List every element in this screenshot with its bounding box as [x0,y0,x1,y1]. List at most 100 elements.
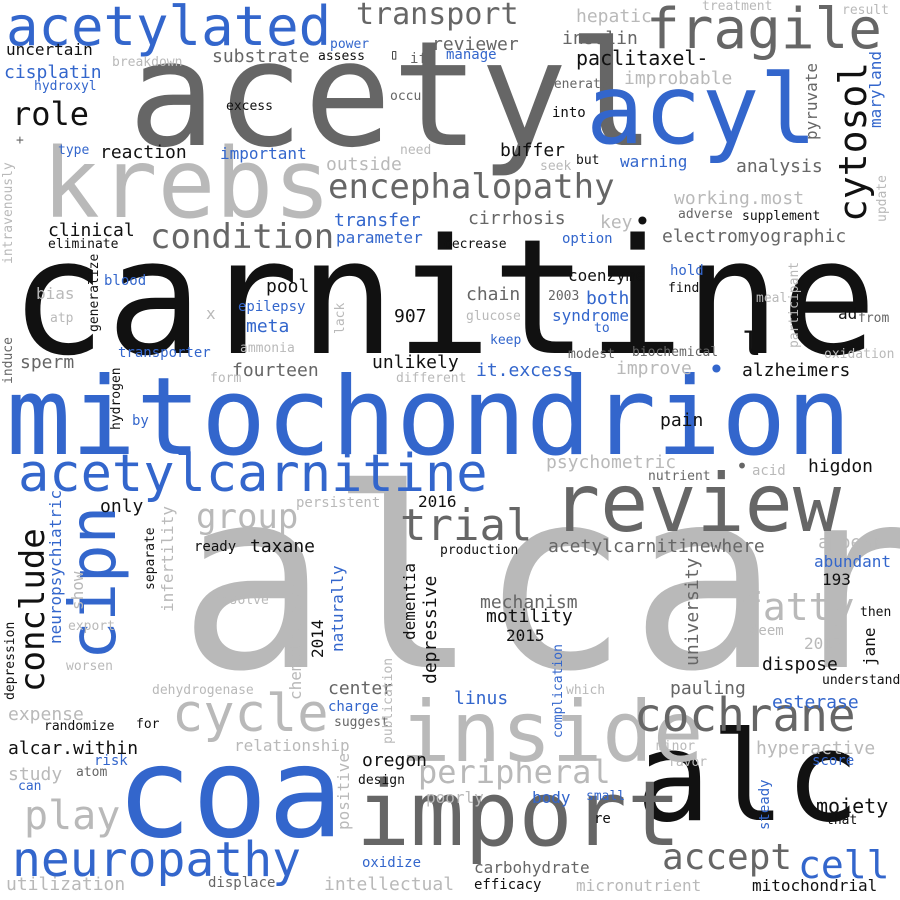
word-hydroxyl: hydroxyl [34,79,97,94]
word-transport: transport [356,0,519,32]
word-separate: separate [143,527,158,590]
word-depression: depression [3,621,18,700]
word-ad: ad [838,304,858,323]
word-condition: condition [150,217,335,257]
word-if: if [410,51,427,67]
word-meal: meal [756,291,788,306]
word-acid: acid [752,463,786,479]
word-2017: 2017 [804,634,843,653]
word-steady: steady [757,779,773,830]
word-micronutrient: micronutrient [576,876,702,895]
word-dispose: dispose [762,654,838,675]
word-cycle: cycle [172,684,329,744]
word-charge: charge [328,699,379,715]
word-lack: lack [333,302,348,334]
word-abundant: abundant [814,552,892,571]
word-warning: warning [620,152,688,171]
word-study: study [8,764,63,785]
word-alzheimers: alzheimers [742,360,851,381]
word-fourteen: fourteen [232,360,319,381]
word-biochemical: biochemical [632,345,719,360]
word-role: role [12,95,90,133]
word-fragile: fragile [646,0,883,62]
word-plus: + [16,133,24,148]
word-production: production [440,543,519,558]
word-chemotherapy: chemotherapy [286,584,305,700]
word-jane: jane [860,627,879,666]
word-cochrane: cochrane [634,688,856,742]
word-cell: cell [798,843,890,887]
word-center: center [328,678,394,699]
word-acetylcarnitine: acetylcarnitine [18,444,488,504]
word-mechanism: mechanism [480,592,578,613]
word-complication: complication [551,644,566,738]
word-pauling: pauling [670,678,746,699]
word-university: university [682,557,703,666]
word-publication: publication [381,657,396,744]
word-dot-3: • [736,454,749,478]
word-2015: 2015 [506,626,545,645]
word-acetylcarnitinewhere: acetylcarnitinewhere [548,536,765,557]
word-re: re [594,811,611,827]
word-into: into [552,105,586,121]
word-transfer: transfer [334,210,421,231]
word-from: from [858,311,890,326]
word-transporter: transporter [118,345,211,361]
word-psychometric: psychometric [546,452,677,473]
word-alcar: alcar [178,435,900,726]
word-2016: 2016 [418,492,457,511]
word-suggest: suggest [334,715,389,730]
word-export: export [68,619,115,634]
word-alcar-within: alcar.within [8,738,139,759]
word-analysis: analysis [736,156,823,177]
word-linus: linus [454,688,509,709]
word-oregon: oregon [362,750,428,771]
word-inside: inside [400,683,704,781]
word-insulin: insulin [562,28,638,49]
word-alc: alc [636,706,860,850]
word-acetylated: acetylated [6,0,332,58]
word-then: then [860,605,892,620]
word-for: for [136,717,160,732]
word-esterase: esterase [772,692,859,713]
word-score: score [812,753,855,769]
word-import: import [356,762,682,867]
word-by: by [132,413,149,429]
word-carbohydrate: carbohydrate [474,858,590,877]
word-outside: outside [326,154,402,175]
word-dot-2: • [708,353,725,386]
word-blood: blood [104,273,147,289]
word-it-excess: it.excess [476,360,574,381]
word-that: that [826,813,858,828]
word-unlikely: unlikely [372,352,459,373]
word-intravenously: intravenously [1,162,16,264]
word-coenzyme: coenzyme [568,266,646,285]
word-cirrhosis: cirrhosis [468,208,566,229]
word-infertility: infertility [158,506,177,612]
word-persistent: persistent [296,495,381,511]
word-motility: motility [486,606,573,627]
word-worsen: worsen [66,659,113,674]
word-relationship: relationship [234,736,350,755]
word-both: both [586,288,630,309]
word-design: design [358,773,405,788]
word-efficacy: efficacy [474,877,542,893]
word-carnitine: carnitine [10,204,877,391]
word-moiety: moiety [816,794,889,818]
word-fatty: fatty [740,585,855,629]
word-buffer: buffer [500,140,566,161]
word-group: group [196,497,299,537]
word-cisplatin: cisplatin [4,62,102,83]
word-decrease: decrease [444,237,507,252]
word-find: find [668,281,700,296]
word-type: type [58,143,90,158]
word-paclitaxel: paclitaxel- [576,46,709,70]
word-adverse: adverse [678,207,733,222]
word-sperm: sperm [20,352,75,373]
word-power: power [330,37,370,52]
word-ammonia: ammonia [240,341,295,356]
word-favor: favor [668,755,708,770]
word-small: small [586,789,626,804]
word-key: key [600,212,633,233]
